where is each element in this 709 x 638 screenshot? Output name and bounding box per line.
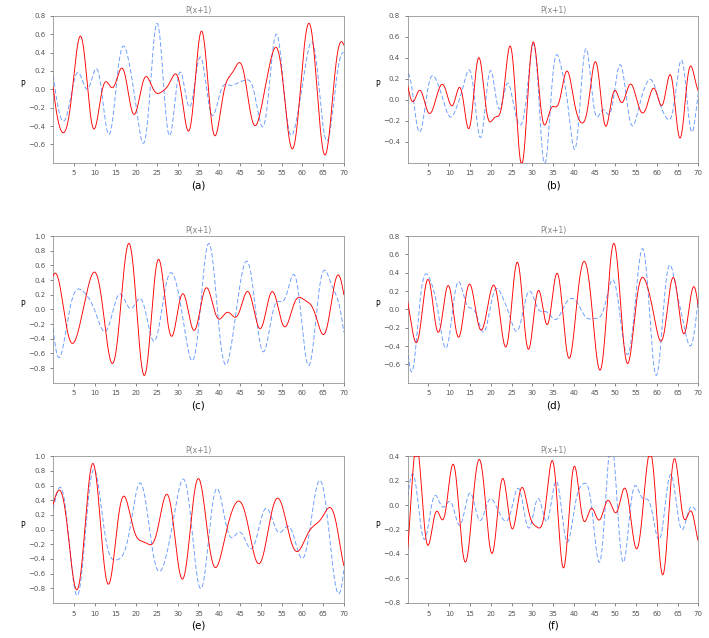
- X-axis label: (c): (c): [191, 401, 206, 411]
- Title: P(x+1): P(x+1): [185, 447, 211, 456]
- Title: P(x+1): P(x+1): [540, 226, 566, 235]
- X-axis label: (a): (a): [191, 181, 206, 191]
- Y-axis label: P: P: [375, 300, 380, 309]
- Title: P(x+1): P(x+1): [540, 447, 566, 456]
- X-axis label: (b): (b): [546, 181, 560, 191]
- Y-axis label: P: P: [375, 521, 380, 530]
- Y-axis label: P: P: [375, 80, 380, 89]
- Title: P(x+1): P(x+1): [185, 6, 211, 15]
- Y-axis label: P: P: [21, 80, 25, 89]
- Title: P(x+1): P(x+1): [540, 6, 566, 15]
- X-axis label: (d): (d): [546, 401, 560, 411]
- Title: P(x+1): P(x+1): [185, 226, 211, 235]
- X-axis label: (f): (f): [547, 621, 559, 631]
- Y-axis label: P: P: [21, 300, 25, 309]
- X-axis label: (e): (e): [191, 621, 206, 631]
- Y-axis label: P: P: [21, 521, 25, 530]
